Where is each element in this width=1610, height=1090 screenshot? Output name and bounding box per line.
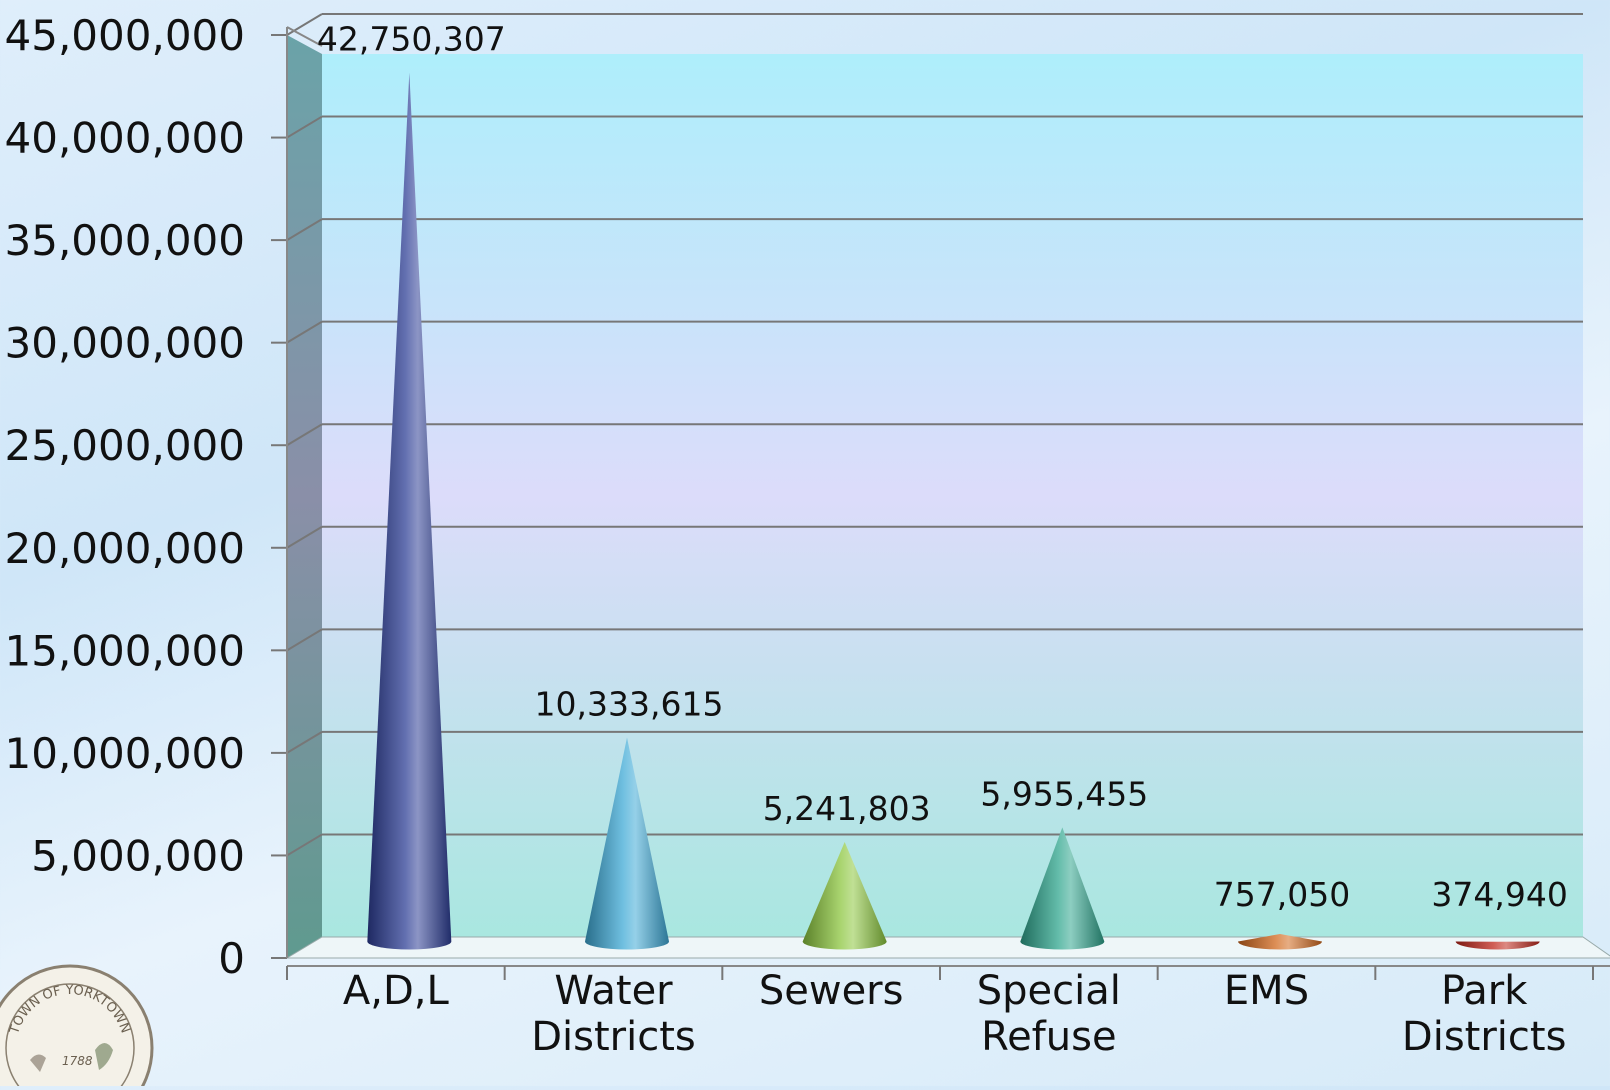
y-tick-label: 15,000,000 — [5, 626, 245, 675]
gridline-side — [286, 13, 323, 36]
side-wall — [287, 35, 322, 958]
gridline-side — [286, 115, 323, 139]
gridline-side — [286, 628, 323, 652]
gridline-side — [286, 218, 323, 241]
x-tick-label: Districts — [531, 1014, 696, 1060]
floor — [285, 936, 1610, 959]
x-tick-label: Sewers — [759, 968, 904, 1014]
y-tick-label: 30,000,000 — [5, 319, 245, 368]
cone-bar-shape — [367, 72, 452, 950]
gridline-side — [286, 320, 323, 344]
gridline-side — [286, 423, 323, 447]
data-label: 42,750,307 — [317, 20, 506, 59]
y-tick-label: 45,000,000 — [5, 11, 245, 60]
data-label: 10,333,615 — [535, 685, 724, 724]
y-tick-label: 10,000,000 — [5, 729, 245, 778]
seal-year: 1788 — [62, 1054, 93, 1068]
gridline-side — [286, 833, 323, 857]
data-label: 757,050 — [1214, 875, 1350, 914]
y-tick-label: 5,000,000 — [31, 831, 245, 880]
x-tick-label: A,D,L — [343, 968, 450, 1014]
back-wall — [322, 54, 1583, 937]
y-tick-label: 20,000,000 — [5, 524, 245, 573]
x-tick-label: EMS — [1224, 968, 1309, 1014]
y-tick-label: 25,000,000 — [5, 421, 245, 470]
gridline-side — [286, 525, 323, 549]
data-label: 5,241,803 — [763, 789, 931, 828]
cone-bar-shape — [1455, 941, 1540, 950]
y-tick-label: 40,000,000 — [5, 114, 245, 163]
data-label: 374,940 — [1431, 875, 1567, 914]
cone-bar — [367, 72, 452, 950]
cone-bar — [1455, 941, 1540, 950]
y-tick-label: 0 — [218, 934, 245, 983]
cones — [367, 72, 1540, 950]
cone-bar — [585, 737, 669, 950]
x-tick-label: Water — [554, 968, 673, 1014]
cone-bar-shape — [1238, 933, 1322, 950]
x-tick-label: Districts — [1402, 1014, 1567, 1060]
chart-walls — [285, 35, 1610, 959]
x-tick-label: Special — [977, 968, 1121, 1014]
labels: 0 5,000,000 10,000,000 15,000,000 20,000,000… — [5, 11, 1568, 1060]
cone-bar-shape — [802, 841, 887, 950]
town-seal-logo: TOWN OF YORKTOWN 1788 — [0, 964, 154, 1090]
x-tick-label: Park — [1441, 968, 1528, 1014]
cone-bar-shape — [585, 737, 669, 950]
cone-bar — [802, 841, 887, 950]
y-tick-label: 35,000,000 — [5, 216, 245, 265]
cone-bar-shape — [1020, 827, 1105, 950]
cone-bar — [1020, 827, 1105, 950]
data-label: 5,955,455 — [980, 774, 1148, 813]
x-tick-label: Refuse — [981, 1014, 1117, 1060]
axes — [271, 26, 1610, 980]
cone-bar — [1238, 933, 1322, 950]
gridlines — [286, 13, 1583, 857]
gridline-side — [286, 731, 323, 754]
